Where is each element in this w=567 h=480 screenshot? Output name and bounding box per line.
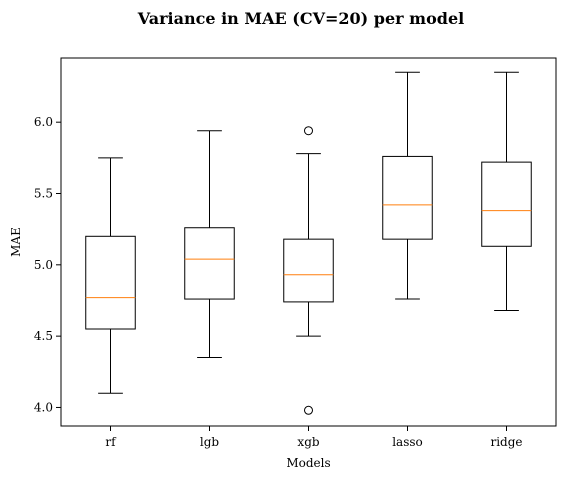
x-tick-label: rf xyxy=(105,435,117,449)
y-tick-label: 5.0 xyxy=(34,258,53,272)
outlier-point xyxy=(304,126,313,136)
x-axis: rf lgb xgb lasso ridge xyxy=(105,426,523,449)
boxes-group xyxy=(85,71,532,415)
x-tick-label: lgb xyxy=(200,435,220,449)
iqr-box xyxy=(283,238,334,303)
y-axis: 4.0 4.5 5.0 5.5 6.0 xyxy=(34,115,61,414)
outlier-point xyxy=(304,405,313,415)
x-tick-label: lasso xyxy=(392,435,423,449)
box-xgb xyxy=(283,126,334,415)
box-lasso xyxy=(382,71,433,300)
chart-title: Variance in MAE (CV=20) per model xyxy=(137,9,464,28)
y-axis-label: MAE xyxy=(9,227,23,257)
y-tick-label: 4.5 xyxy=(34,329,53,343)
iqr-box xyxy=(184,227,235,300)
iqr-box xyxy=(382,155,433,240)
iqr-box xyxy=(85,235,136,330)
y-tick-label: 4.0 xyxy=(34,400,53,414)
x-axis-label: Models xyxy=(286,456,330,470)
box-lgb xyxy=(184,130,235,359)
x-tick-label: ridge xyxy=(490,435,522,449)
y-tick-label: 5.5 xyxy=(34,187,53,201)
box-ridge xyxy=(481,71,532,311)
box-rf xyxy=(85,157,136,394)
iqr-box xyxy=(481,161,532,247)
x-tick-label: xgb xyxy=(297,435,319,449)
y-tick-label: 6.0 xyxy=(34,115,53,129)
